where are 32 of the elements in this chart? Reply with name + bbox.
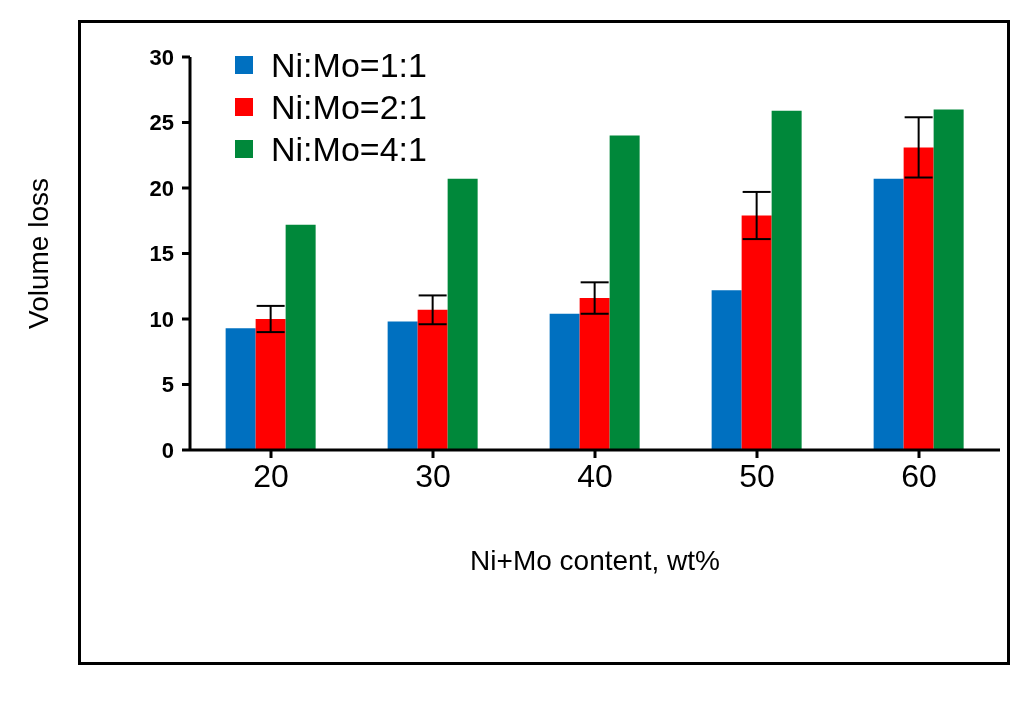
bar xyxy=(609,135,640,450)
bar xyxy=(285,224,316,450)
y-tick-label: 5 xyxy=(161,372,174,398)
bar xyxy=(741,215,772,450)
bar xyxy=(447,178,478,450)
x-tick-label: 50 xyxy=(739,457,775,494)
y-tick-label: 25 xyxy=(149,110,174,136)
bar xyxy=(255,319,286,450)
y-axis-title: Volume loss xyxy=(22,178,54,329)
y-tick-label: 10 xyxy=(149,306,174,332)
x-tick-label: 30 xyxy=(415,457,451,494)
legend-label: Ni:Mo=2:1 xyxy=(271,87,427,128)
bar xyxy=(225,328,256,450)
y-tick-label: 20 xyxy=(149,175,174,201)
x-tick-label: 60 xyxy=(901,457,937,494)
legend-label: Ni:Mo=4:1 xyxy=(271,129,427,170)
bar xyxy=(579,298,610,450)
x-tick-label: 20 xyxy=(253,457,289,494)
y-tick-label: 15 xyxy=(149,241,174,267)
bar xyxy=(417,309,448,450)
bar xyxy=(771,110,802,450)
legend-label: Ni:Mo=1:1 xyxy=(271,45,427,86)
bar xyxy=(387,321,418,450)
y-tick-label: 30 xyxy=(149,44,174,70)
bar xyxy=(903,147,934,450)
y-tick-label: 0 xyxy=(161,437,174,463)
x-tick-label: 40 xyxy=(577,457,613,494)
bar xyxy=(549,313,580,450)
bar xyxy=(711,290,742,450)
bar xyxy=(873,178,904,450)
bar xyxy=(933,109,964,450)
x-axis-title: Ni+Mo content, wt% xyxy=(470,545,720,576)
